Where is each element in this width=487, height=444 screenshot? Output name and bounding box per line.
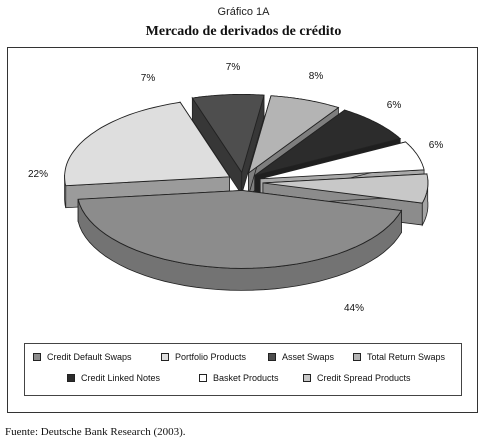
legend-item-total-return-swaps: Total Return Swaps	[353, 350, 445, 364]
legend-item-basket-products: Basket Products	[199, 371, 279, 385]
pie-label-basket-products: 6%	[387, 100, 402, 111]
pie-slice-top	[77, 189, 403, 269]
legend-label: Asset Swaps	[282, 352, 335, 362]
pie-label-asset-swaps: 7%	[141, 73, 156, 84]
legend-item-credit-linked-notes: Credit Linked Notes	[67, 371, 160, 385]
legend-swatch	[161, 353, 169, 361]
pie-label-credit-spread-products: 6%	[429, 140, 444, 151]
legend-swatch	[33, 353, 41, 361]
legend-swatch	[67, 374, 75, 382]
pie-slice-credit-default-swaps	[77, 189, 403, 291]
pie-slice-top	[191, 93, 265, 174]
chart-legend: Credit Default Swaps Portfolio Products …	[24, 343, 462, 396]
legend-label: Portfolio Products	[175, 352, 247, 362]
figure-label: Gráfico 1A	[217, 6, 270, 18]
legend-item-portfolio-products: Portfolio Products	[161, 350, 246, 364]
pie-label-portfolio-products: 22%	[28, 169, 48, 180]
legend-swatch	[303, 374, 311, 382]
legend-label: Credit Default Swaps	[47, 352, 132, 362]
legend-label: Total Return Swaps	[367, 352, 446, 362]
legend-label: Credit Spread Products	[317, 373, 411, 383]
legend-item-credit-default-swaps: Credit Default Swaps	[33, 350, 132, 364]
chart-title: Mercado de derivados de crédito	[145, 24, 342, 39]
pie-slice-top	[260, 141, 425, 180]
legend-item-credit-spread-products: Credit Spread Products	[303, 371, 411, 385]
legend-label: Credit Linked Notes	[81, 373, 161, 383]
pie-label-credit-default-swaps: 44%	[344, 303, 364, 314]
pie-label-credit-linked-notes: 8%	[309, 71, 324, 82]
pie-slice-top	[254, 109, 402, 176]
pie-slice-top	[247, 95, 340, 175]
legend-swatch	[353, 353, 361, 361]
pie-slice-top	[64, 101, 231, 187]
legend-swatch	[268, 353, 276, 361]
source-note: Fuente: Deutsche Bank Research (2003).	[5, 426, 186, 438]
legend-swatch	[199, 374, 207, 382]
legend-item-asset-swaps: Asset Swaps	[268, 350, 334, 364]
pie-label-total-return-swaps: 7%	[226, 62, 241, 73]
pie-slice-top	[262, 173, 429, 204]
legend-label: Basket Products	[213, 373, 279, 383]
